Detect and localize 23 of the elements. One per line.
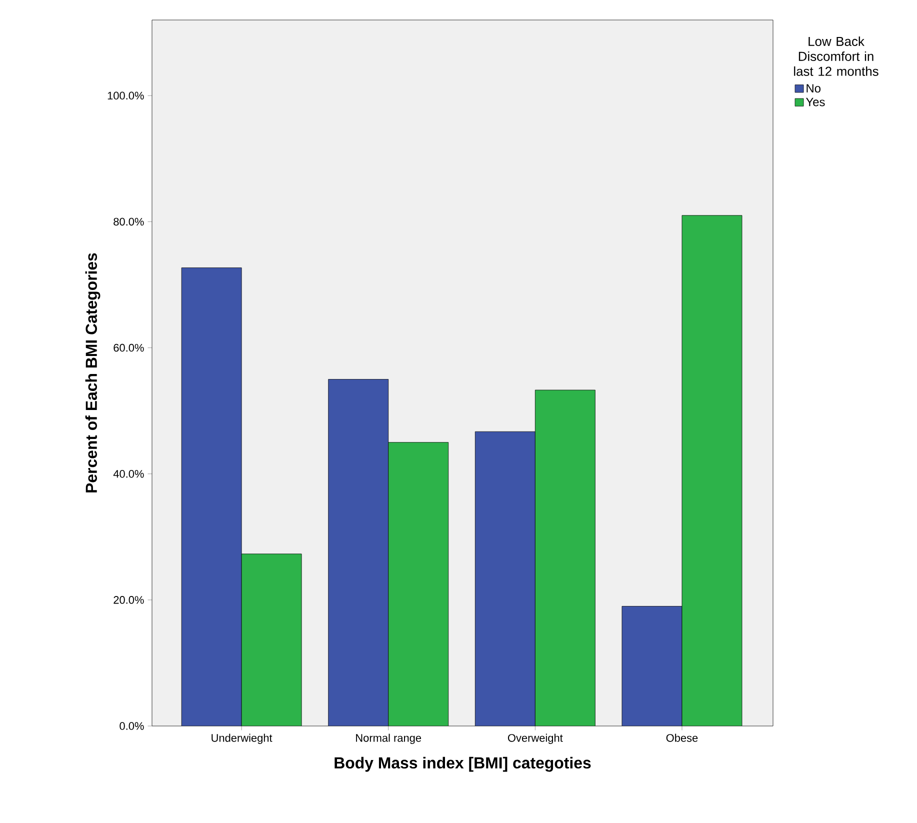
legend-title: Low Back Discomfort in last 12 months [794,36,878,76]
bar [388,442,448,726]
x-tick-label: Underwieght [212,734,272,744]
y-tick-label: 100.0% [108,92,144,100]
y-tick-label: 0.0% [120,722,144,730]
bar [328,379,388,726]
bar [535,390,596,726]
y-tick-label: 40.0% [113,470,144,478]
bar [182,268,242,726]
bar [682,215,742,726]
bar [242,554,302,726]
x-tick-label: Obese [666,734,698,742]
y-tick-label: 60.0% [114,344,144,352]
x-tick-label: Overweight [508,734,563,744]
x-tick-label: Normal range [356,734,422,744]
y-tick-label: 20.0% [114,596,144,604]
y-axis-title: Percent of Each BMI Categories [85,253,100,492]
x-axis-title: Body Mass index [BMI] categoties [334,756,591,772]
bar [475,432,536,726]
y-tick-label: 80.0% [114,218,144,226]
legend-label: No [806,84,820,93]
legend-label: Yes [806,98,825,106]
bar [622,606,682,726]
